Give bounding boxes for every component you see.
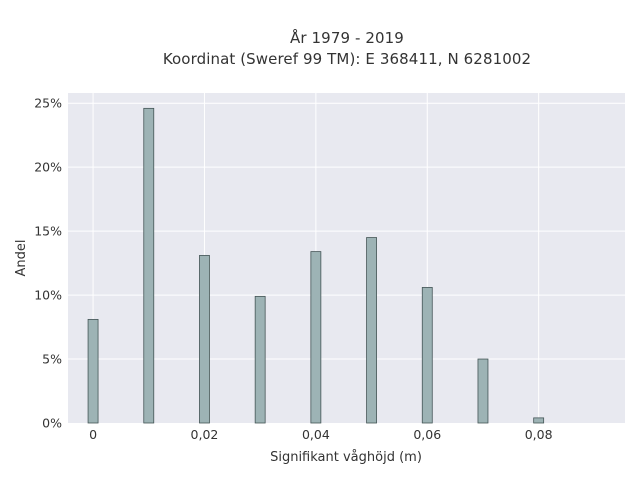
bar (421, 287, 433, 424)
chart-title-line-1: År 1979 - 2019 (290, 29, 404, 47)
y-tick-label: 20% (34, 160, 62, 175)
bar (310, 251, 322, 424)
x-tick-label: 0,08 (525, 427, 553, 442)
x-tick-label: 0,04 (302, 427, 330, 442)
y-gridlines (68, 102, 625, 360)
x-tick-labels: 0 0,02 0,04 0,06 0,08 (89, 427, 553, 442)
x-tick-label: 0,06 (413, 427, 441, 442)
y-tick-label: 0% (42, 416, 62, 431)
y-tick-label: 15% (34, 224, 62, 239)
bar (254, 295, 266, 424)
bar (87, 318, 99, 424)
y-tick-label: 25% (34, 96, 62, 111)
bar (143, 107, 155, 424)
y-tick-labels: 0% 5% 10% 15% 20% 25% (34, 96, 62, 431)
x-axis-label: Signifikant våghöjd (m) (270, 450, 422, 465)
y-tick-label: 10% (34, 288, 62, 303)
chart-title-line-2: Koordinat (Sweref 99 TM): E 368411, N 62… (162, 50, 532, 68)
bar (199, 255, 210, 424)
bar (533, 417, 545, 424)
x-tick-label: 0 (89, 427, 97, 442)
plot-area (68, 93, 625, 423)
y-axis-label: Andel (14, 240, 29, 277)
bars (87, 107, 545, 424)
bar (366, 237, 377, 424)
y-tick-label: 5% (42, 352, 62, 367)
bar (477, 358, 489, 424)
x-tick-label: 0,02 (191, 427, 219, 442)
